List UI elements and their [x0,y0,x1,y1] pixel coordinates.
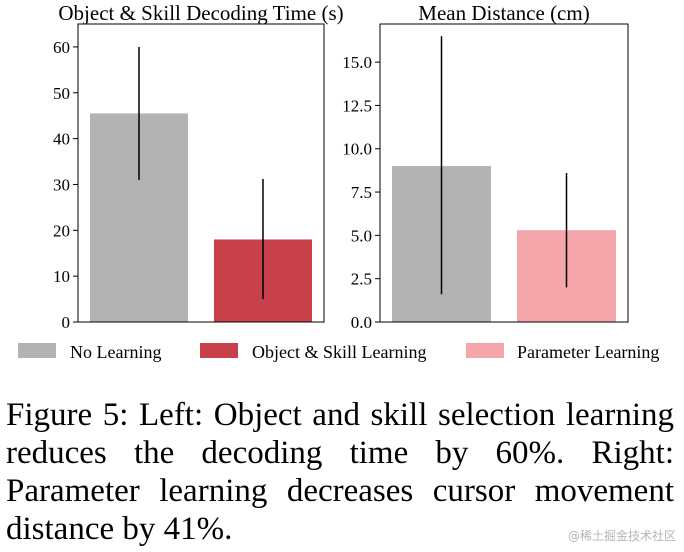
y-tick-label: 0 [62,313,71,332]
legend-swatch-no-learning [18,343,56,358]
plot-frame-right [379,23,629,323]
legend-label-parameter-learning: Parameter Learning [517,342,659,362]
y-tick-label: 60 [53,38,70,57]
legend-label-object-skill-learning: Object & Skill Learning [252,342,426,362]
chart-title-mean-distance: Mean Distance (cm) [418,1,589,25]
y-tick-label: 15.0 [342,53,372,72]
figure: Object & Skill Decoding Time (s) 0 10 20 30… [18,1,659,362]
legend-label-no-learning: No Learning [70,342,161,362]
y-tick-label: 20 [53,221,70,240]
y-tick-label: 12.5 [342,96,372,115]
chart-title-decoding-time: Object & Skill Decoding Time (s) [58,1,343,25]
watermark: @稀土掘金技术社区 [567,529,676,543]
y-tick-label: 50 [53,84,70,103]
y-tick-label: 10.0 [342,140,372,159]
figure-caption: Figure 5: Left: Object and skill selecti… [6,397,674,547]
legend-swatch-object-skill-learning [200,343,238,358]
y-tick-label: 7.5 [351,183,372,202]
y-tick-label: 0.0 [351,313,372,332]
y-tick-label: 40 [53,130,70,149]
mean-distance-chart: Mean Distance (cm) 0.0 2.5 5.0 7.5 10.0 12.5 1… [342,1,629,332]
y-tick-label: 5.0 [351,226,372,245]
legend-swatch-parameter-learning [466,343,504,358]
decoding-time-chart: Object & Skill Decoding Time (s) 0 10 20 30… [53,1,344,332]
y-tick-label: 10 [53,267,70,286]
plot-frame-left [77,23,325,323]
legend: No Learning Object & Skill Learning Para… [18,342,659,362]
y-tick-label: 30 [53,175,70,194]
y-tick-label: 2.5 [351,270,372,289]
